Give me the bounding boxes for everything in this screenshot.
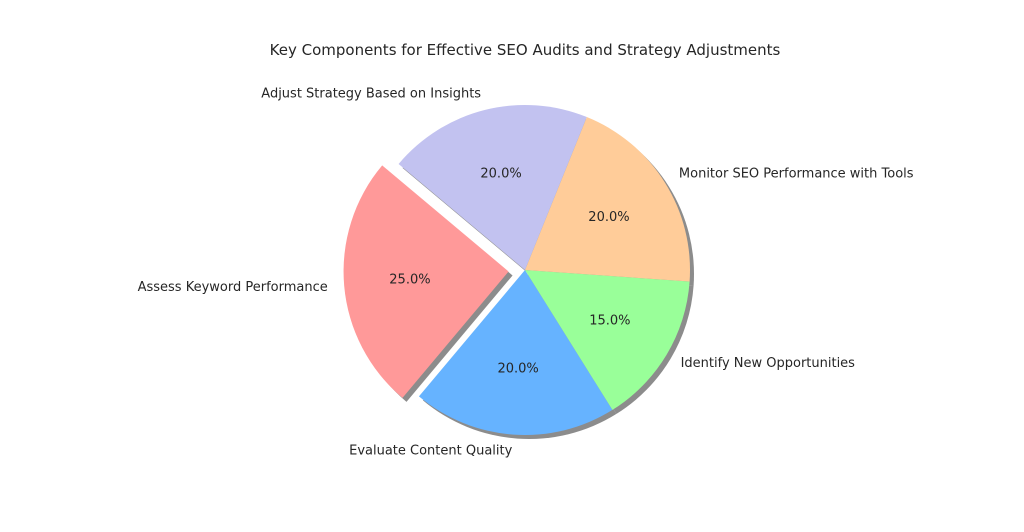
pie-slice-assess-keyword-performance: [343, 165, 509, 398]
pie-slice-identify-new-opportunities: [525, 270, 690, 410]
slice-label-monitor-seo-performance-with-tools: Monitor SEO Performance with Tools: [679, 166, 914, 181]
slice-percent-evaluate-content-quality: 20.0%: [497, 361, 538, 376]
chart-title: Key Components for Effective SEO Audits …: [269, 41, 781, 59]
slice-label-assess-keyword-performance: Assess Keyword Performance: [138, 280, 328, 295]
pie-slice-evaluate-content-quality: [418, 270, 613, 435]
slice-percent-assess-keyword-performance: 25.0%: [389, 273, 430, 288]
slice-label-identify-new-opportunities: Identify New Opportunities: [681, 356, 856, 371]
slice-percent-identify-new-opportunities: 15.0%: [589, 313, 630, 328]
slice-percent-monitor-seo-performance-with-tools: 20.0%: [588, 210, 629, 225]
slice-label-evaluate-content-quality: Evaluate Content Quality: [349, 444, 513, 459]
slice-percent-adjust-strategy-based-on-insights: 20.0%: [480, 166, 521, 181]
pie-slice-adjust-strategy-based-on-insights: [398, 105, 587, 271]
slice-label-adjust-strategy-based-on-insights: Adjust Strategy Based on Insights: [261, 86, 481, 101]
pie-slice-monitor-seo-performance-with-tools: [525, 117, 690, 282]
